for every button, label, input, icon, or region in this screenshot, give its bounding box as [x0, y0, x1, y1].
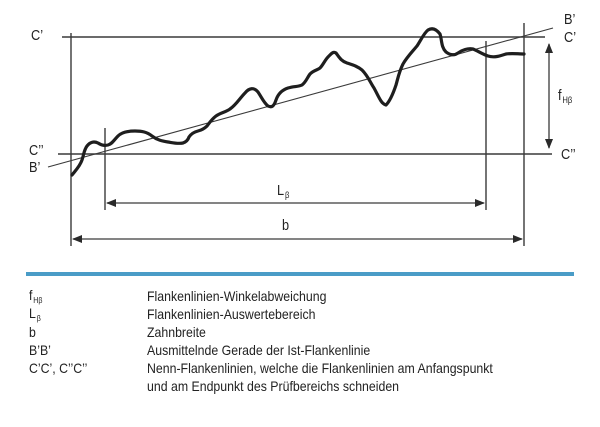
legend-description: und am Endpunkt des Prüfbereichs schneid… — [147, 378, 400, 394]
legend-symbol: fHβ — [29, 287, 43, 305]
legend-description: Nenn-Flankenlinien, welche die Flankenli… — [147, 360, 493, 376]
legend-description: Ausmittelnde Gerade der Ist-Flankenlinie — [147, 342, 371, 358]
section-divider — [26, 272, 574, 276]
legend-row: fHβ Flankenlinien-Winkelabweichung — [29, 287, 589, 305]
legend-symbol: Lβ — [29, 305, 41, 323]
legend-row: und am Endpunkt des Prüfbereichs schneid… — [29, 377, 589, 395]
legend-symbol: C’C’, C’’C’’ — [29, 360, 88, 376]
legend-row: b Zahnbreite — [29, 323, 589, 341]
legend-symbol: b — [29, 324, 36, 340]
flank-line-diagram: C’ C’’ B’ B’ C’ C’’ fHβ Lβ b — [29, 11, 577, 246]
label-c-double-prime-left: C’’ — [29, 142, 44, 159]
label-c-double-prime-right: C’’ — [561, 146, 576, 163]
label-c-prime-right: C’ — [564, 29, 577, 46]
b-prime-mean-line — [47, 27, 554, 168]
legend-row: Lβ Flankenlinien-Auswertebereich — [29, 305, 589, 323]
legend-description: Flankenlinien-Auswertebereich — [147, 306, 316, 322]
diagram-canvas — [47, 23, 554, 246]
label-b: b — [282, 217, 290, 234]
label-b-prime-right: B’ — [564, 11, 576, 28]
label-f-h-beta: fHβ — [558, 87, 573, 105]
label-l-beta: Lβ — [277, 182, 290, 200]
legend-symbol: B’B’ — [29, 342, 51, 358]
legend-description: Zahnbreite — [147, 324, 206, 340]
label-c-prime-left: C’ — [31, 27, 44, 44]
label-b-prime-left: B’ — [29, 159, 41, 176]
legend-row: C’C’, C’’C’’ Nenn-Flankenlinien, welche … — [29, 359, 589, 377]
legend-description: Flankenlinien-Winkelabweichung — [147, 288, 327, 304]
legend-row: B’B’ Ausmittelnde Gerade der Ist-Flanken… — [29, 341, 589, 359]
legend: fHβ Flankenlinien-Winkelabweichung Lβ Fl… — [29, 287, 589, 395]
actual-flank-curve — [70, 27, 526, 177]
